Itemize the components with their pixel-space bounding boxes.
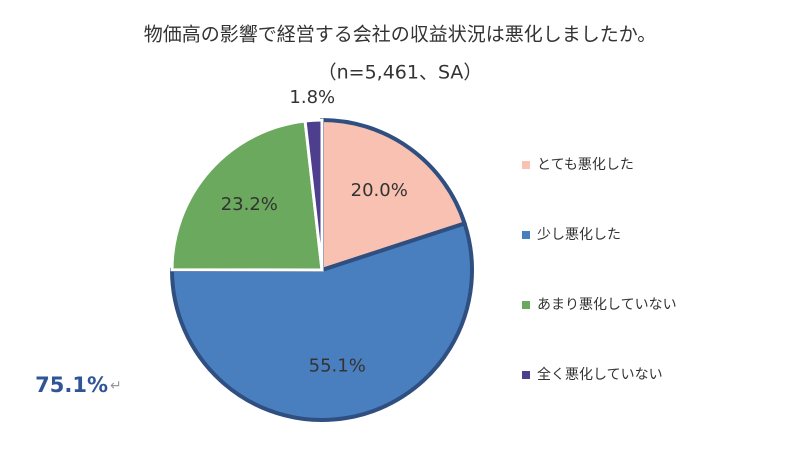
pie-slice — [320, 117, 468, 273]
annotation: 75.1% — [35, 373, 108, 397]
legend-swatch — [522, 161, 530, 169]
pie-slice — [303, 118, 324, 271]
data-label: 1.8% — [289, 87, 335, 108]
legend-label: とても悪化した — [537, 157, 634, 173]
legend-label: 全く悪化していない — [537, 366, 663, 383]
legend-label: あまり悪化していない — [537, 297, 677, 313]
data-label: 20.0% — [351, 180, 408, 201]
data-label: 23.2% — [221, 194, 278, 215]
annotation-mark: ↵ — [110, 378, 122, 394]
data-label: 55.1% — [309, 355, 366, 376]
chart-title: 物価高の影響で経営する会社の収益状況は悪化しましたか。 — [144, 24, 657, 46]
legend-swatch — [522, 371, 530, 379]
legend-swatch — [522, 301, 530, 309]
legend-swatch — [522, 231, 530, 239]
pie-slice — [169, 220, 474, 422]
legend-label: 少し悪化した — [537, 227, 621, 243]
chart-subtitle: （n=5,461、SA） — [318, 62, 483, 84]
pie-slice — [170, 119, 324, 272]
